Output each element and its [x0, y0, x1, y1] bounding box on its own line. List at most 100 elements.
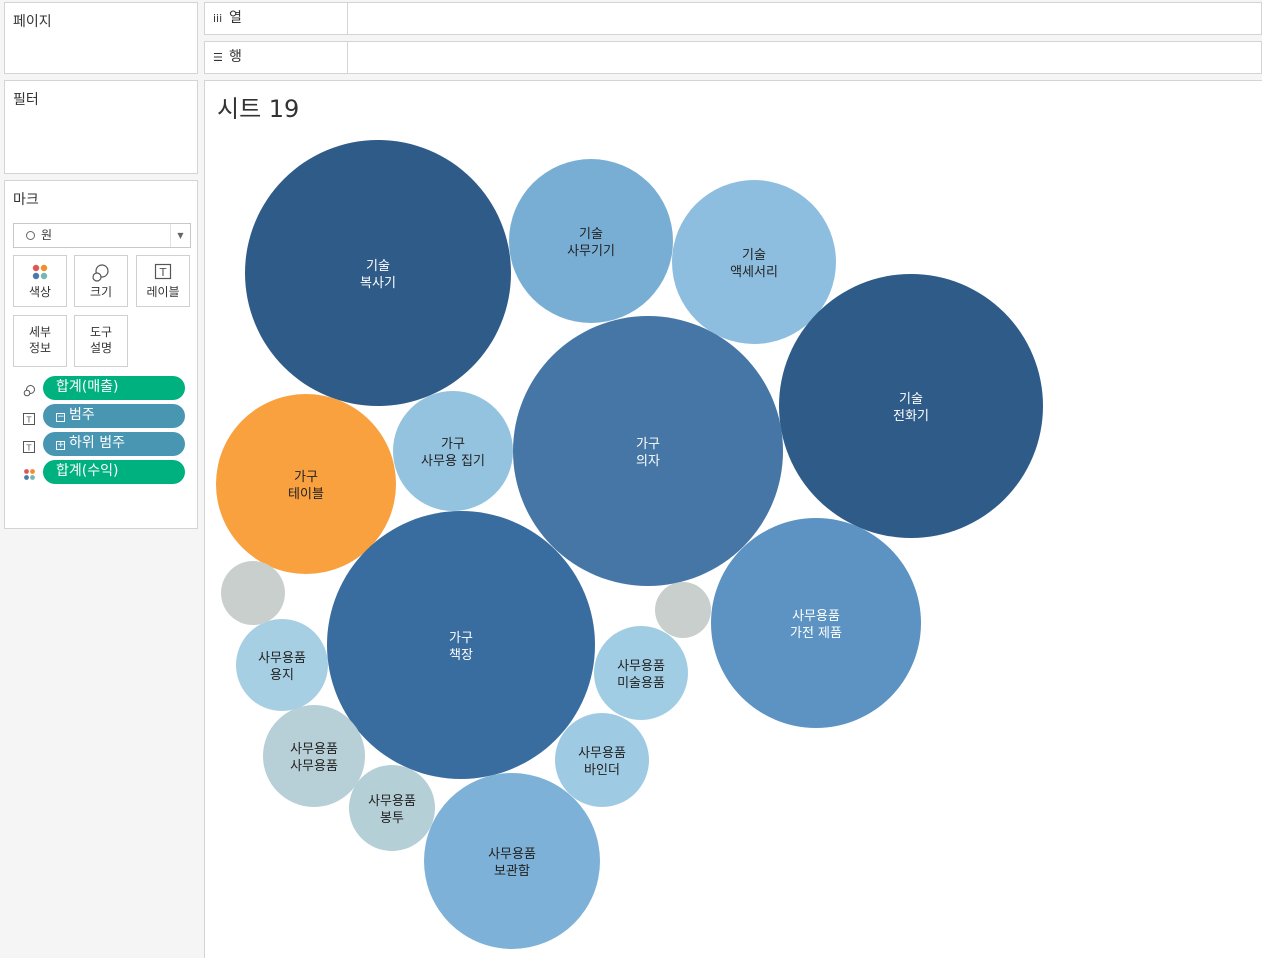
bubble-category-label: 기술 [899, 392, 923, 407]
bubble-subcategory-label: 복사기 [360, 276, 396, 291]
detail-label-line1: 세부 [28, 325, 52, 339]
pill-subcategory-label: 하위 범주 [69, 435, 125, 451]
bubble-subcategory-label: 사무용품 [290, 759, 338, 774]
viz-view: 시트 19 기술 복사기 기술 사무기기 기술 액세서리 기술 전화기 가구 의자 가구 테이블 가구 사… [204, 80, 1262, 958]
mark-type-dropdown[interactable]: 원 ▼ [13, 223, 191, 248]
rows-shelf-label: ☰ 행 [205, 42, 348, 73]
bubble-subcategory-label: 미술용품 [617, 676, 665, 691]
size-button[interactable]: 크기 [74, 255, 128, 307]
expand-icon[interactable]: + [56, 440, 65, 450]
columns-shelf[interactable]: iii 열 [204, 2, 1262, 35]
bubble-circle[interactable] [711, 518, 921, 728]
bubble-circle[interactable] [672, 180, 836, 344]
tooltip-button[interactable]: 도구 설명 [74, 315, 128, 367]
bubble-circle[interactable] [779, 274, 1043, 538]
rows-icon: ☰ [213, 51, 223, 64]
color-button[interactable]: 색상 [13, 255, 67, 307]
bubble-category-label: 기술 [742, 248, 766, 263]
pill-row-size: 합계(매출) [21, 376, 191, 400]
bubble-circle[interactable] [236, 619, 328, 711]
detail-button[interactable]: 세부 정보 [13, 315, 67, 367]
svg-text:T: T [26, 444, 32, 453]
bubble-circle[interactable] [349, 765, 435, 851]
filters-shelf[interactable]: 필터 [4, 80, 198, 174]
color-dots-icon [23, 466, 35, 480]
bubble-circle[interactable] [509, 159, 673, 323]
pill-category[interactable]: − 범주 [43, 404, 185, 428]
rows-shelf[interactable]: ☰ 행 [204, 41, 1262, 74]
pill-row-category: T − 범주 [21, 404, 191, 428]
size-icon [23, 382, 35, 397]
bubble-category-label: 사무용품 [258, 651, 306, 666]
size-circles-icon [75, 263, 127, 285]
bubble-subcategory-label: 가전 제품 [790, 626, 842, 641]
bubble-circle[interactable] [393, 391, 513, 511]
bubble-subcategory-label: 보관함 [494, 864, 530, 879]
tooltip-label-line1: 도구 [89, 325, 113, 339]
bubble-category-label: 사무용품 [617, 659, 665, 674]
bubble-circle[interactable] [245, 140, 511, 406]
pill-category-label: 범주 [69, 407, 95, 423]
label-button[interactable]: T 레이블 [136, 255, 190, 307]
marks-title: 마크 [13, 192, 39, 208]
bubble-category-label: 사무용품 [290, 742, 338, 757]
text-label-icon: T [23, 438, 35, 453]
bubble-category-label: 사무용품 [488, 847, 536, 862]
tooltip-label-line2: 설명 [89, 341, 113, 355]
bubble-subcategory-label: 책장 [449, 648, 473, 663]
bubble-circle[interactable] [424, 773, 600, 949]
bubble-circle[interactable] [655, 582, 711, 638]
svg-text:T: T [26, 416, 32, 425]
chevron-down-icon[interactable]: ▼ [170, 224, 190, 247]
collapse-icon[interactable]: − [56, 412, 65, 422]
bubble-category-label: 가구 [294, 470, 318, 485]
text-label-icon: T [137, 263, 189, 285]
sheet-title: 시트 19 [217, 95, 300, 123]
bubble-circle[interactable] [594, 626, 688, 720]
pages-shelf[interactable]: 페이지 [4, 2, 198, 74]
bubble-subcategory-label: 바인더 [584, 763, 620, 778]
pages-title: 페이지 [13, 14, 52, 30]
bubble-circle[interactable] [513, 316, 783, 586]
pill-sum-sales[interactable]: 합계(매출) [43, 376, 185, 400]
bubble-subcategory-label: 의자 [636, 454, 660, 469]
bubble-mark[interactable] [221, 561, 285, 625]
bubble-mark[interactable] [655, 582, 711, 638]
svg-text:T: T [159, 266, 167, 279]
circle-mark-icon [26, 231, 35, 240]
bubble-category-label: 가구 [449, 631, 473, 646]
bubble-subcategory-label: 사무용 집기 [421, 454, 485, 469]
bubble-circle[interactable] [216, 394, 396, 574]
bubble-category-label: 기술 [579, 227, 603, 242]
bubble-category-label: 사무용품 [368, 794, 416, 809]
bubble-circle[interactable] [555, 713, 649, 807]
columns-icon: iii [213, 12, 223, 25]
bubble-circle[interactable] [263, 705, 365, 807]
color-label: 색상 [28, 285, 52, 299]
pill-row-subcategory: T + 하위 범주 [21, 432, 191, 456]
marks-card: 마크 원 ▼ 색상 크기 T 레이블 세부 정보 도구 [4, 180, 198, 529]
bubble-category-label: 가구 [441, 437, 465, 452]
bubble-circle[interactable] [221, 561, 285, 625]
pill-subcategory[interactable]: + 하위 범주 [43, 432, 185, 456]
pill-sum-profit[interactable]: 합계(수익) [43, 460, 185, 484]
label-label: 레이블 [146, 285, 180, 299]
bubble-circle[interactable] [327, 511, 595, 779]
